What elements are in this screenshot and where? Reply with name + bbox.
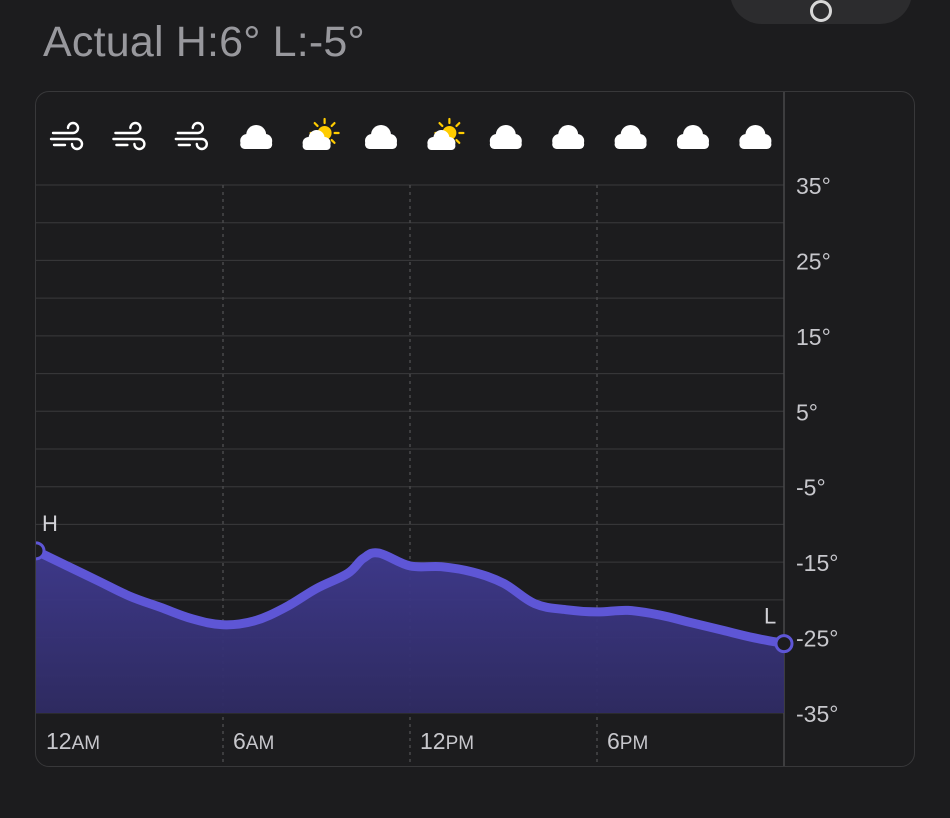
x-tick-number: 6 [233,728,246,754]
data-point[interactable] [593,608,601,616]
y-tick-label: -25° [796,626,838,652]
data-point[interactable] [437,563,445,571]
data-point[interactable] [406,562,414,570]
cloud-icon [552,125,585,149]
x-tick-number: 6 [607,728,620,754]
data-point[interactable] [313,585,321,593]
data-point[interactable] [344,569,352,577]
temperature-line [36,546,789,649]
x-tick-label: 6AM [233,728,274,754]
data-point[interactable] [281,603,289,611]
data-point[interactable] [375,549,383,557]
data-point[interactable] [250,617,258,625]
data-point[interactable] [562,606,570,614]
data-point[interactable] [531,600,539,608]
data-point[interactable] [219,621,227,629]
x-tick-number: 12 [46,728,72,754]
data-point[interactable] [468,568,476,576]
y-tick-label: -15° [796,550,838,576]
data-point[interactable] [359,554,367,562]
circle-icon [810,0,832,22]
top-control-button[interactable] [730,0,912,24]
x-tick-suffix: AM [72,733,101,754]
data-point[interactable] [500,579,508,587]
x-tick-number: 12 [420,728,446,754]
y-tick-label: -5° [796,475,826,501]
data-point[interactable] [188,615,196,623]
x-tick-suffix: PM [446,733,475,754]
data-point[interactable] [624,606,632,614]
low-marker [774,634,794,654]
data-point[interactable] [718,626,726,634]
partly-sunny-icon [427,117,465,150]
temperature-chart-card: H L 35° 25° 15° 5° -5° -15° -25° -35° 12AM 6AM 12PM 6… [35,91,915,767]
cloud-icon [489,125,522,149]
cloud-icon [739,125,772,149]
wind-icon [49,121,84,151]
data-point[interactable] [63,562,71,570]
data-point[interactable] [687,618,695,626]
temperature-summary: Actual H:6° L:-5° [43,18,365,67]
summary-low: L:-5° [272,18,365,66]
wind-icon [174,121,208,151]
data-point[interactable] [94,577,102,585]
data-point[interactable] [126,592,134,600]
data-point[interactable] [157,603,165,611]
data-point[interactable] [655,611,663,619]
temperature-area [36,550,784,713]
cloud-icon [365,125,397,149]
wind-icon [112,121,146,151]
y-tick-label: 5° [796,399,818,425]
partly-sunny-icon [302,117,340,150]
low-marker-label: L [764,604,776,629]
y-tick-label: 35° [796,173,831,199]
x-tick-label: 12PM [420,728,474,754]
x-tick-label: 12AM [46,728,100,754]
y-tick-label: 15° [796,324,831,350]
y-tick-label: 25° [796,248,831,274]
y-tick-label: -35° [796,701,838,727]
summary-label: Actual [43,18,164,66]
high-marker-label: H [42,511,58,536]
x-tick-suffix: AM [246,733,275,754]
summary-high: H:6° [175,18,261,66]
high-marker [36,541,46,561]
x-tick-suffix: PM [620,733,649,754]
cloud-icon [677,125,709,149]
x-tick-label: 6PM [607,728,648,754]
data-point[interactable] [749,634,757,642]
cloud-icon [614,125,647,149]
cloud-icon [240,125,273,149]
